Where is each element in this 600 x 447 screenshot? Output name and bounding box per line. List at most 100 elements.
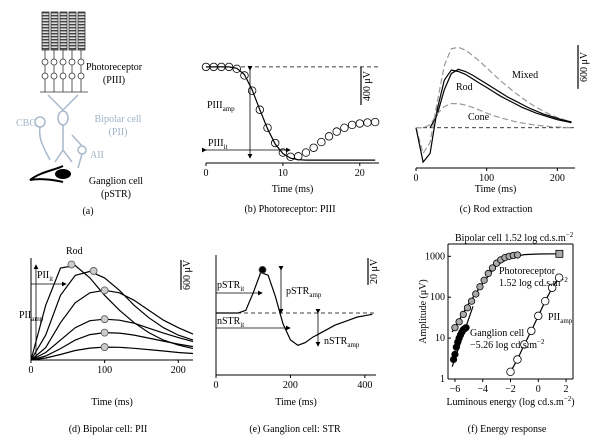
point (347, 120, 357, 130)
point (332, 127, 341, 136)
series-label: Mixed (512, 70, 538, 81)
text-part: PII (548, 312, 560, 323)
x-tick-label: 100 (97, 365, 112, 376)
scale-bar-label: 20 μV (369, 258, 380, 284)
diagram-label: (PIII) (103, 75, 125, 86)
series-line (30, 318, 194, 361)
text-sub: amp (560, 317, 573, 325)
series-line (30, 289, 194, 361)
text-sub: amp (309, 291, 322, 299)
y-axis-label: Amplitude (μV) (418, 279, 429, 344)
text-part: PII (19, 310, 31, 321)
point (472, 290, 480, 298)
annotation: 1.52 log cd.s.m−2 (499, 276, 568, 289)
annotation: −5.26 log cd.s.m−2 (470, 338, 545, 351)
x-tick-label: 0 (536, 384, 541, 395)
annotation: PIIIit (208, 138, 228, 151)
diagram-label: CBC (16, 118, 36, 129)
x-tick-label: 200 (550, 173, 565, 184)
text-sup: −2 (566, 231, 574, 239)
x-tick-label: −2 (505, 384, 516, 395)
text-part: 1.52 log cd.s.m (499, 278, 561, 289)
point (555, 249, 564, 258)
peak-marker (100, 343, 109, 351)
point (355, 119, 364, 128)
series-line (216, 271, 373, 346)
point (363, 118, 372, 127)
peak-marker (258, 265, 267, 274)
series-label: Rod (66, 246, 83, 257)
x-axis-label: Time (ms) (475, 184, 517, 195)
text-part: nSTR (217, 316, 241, 327)
point (463, 304, 472, 312)
annotation: PIIamp (548, 312, 573, 325)
point (520, 340, 529, 349)
text-sub: it (240, 321, 244, 329)
point (301, 148, 311, 157)
peak-marker (100, 315, 109, 324)
y-axis-label: Amplitude (μV) (418, 279, 429, 344)
x-axis-label: Luminous energy (log cd.s.m−2) (446, 395, 574, 408)
x-tick-label: 400 (357, 380, 372, 391)
text-part: Photoreceptor (499, 266, 556, 277)
series-label: Cone (468, 112, 490, 123)
x-tick-label: 2 (564, 384, 569, 395)
x-axis-label: Time (ms) (91, 397, 133, 408)
annotation: Ganglion cell (470, 328, 524, 339)
x-tick-label: −4 (477, 384, 488, 395)
peak-marker (100, 286, 109, 295)
x-axis-label: Time (ms) (475, 184, 517, 195)
annotation: nSTRit (217, 316, 244, 329)
annotation: pSTRamp (286, 286, 322, 299)
annotation: nSTRit (217, 316, 244, 329)
annotation: nSTRamp (324, 336, 360, 349)
annotation: PIIit (37, 270, 53, 283)
scale-bar-label: 600 μV (579, 51, 590, 82)
x-axis-label: Time (ms) (272, 184, 314, 195)
caption: (b) Photoreceptor: PIII (244, 204, 335, 215)
x-axis-label: Time (ms) (275, 397, 317, 408)
annotation: PIIIamp (207, 100, 235, 113)
text-part: Ganglion cell (470, 328, 524, 339)
point (324, 132, 334, 141)
point (541, 296, 550, 306)
series-line (206, 66, 376, 161)
text-part: pSTR (286, 286, 310, 297)
series-label: Rod (456, 82, 473, 93)
y-tick-label: 1 (440, 374, 445, 385)
caption: (d) Bipolar cell: PII (69, 424, 148, 435)
point (547, 283, 557, 292)
text-part: PIII (207, 100, 223, 111)
annotation: nSTRamp (324, 336, 360, 349)
text-part: Luminous energy (log cd.s.m (446, 397, 564, 408)
text-sub: it (240, 285, 244, 293)
x-tick-label: 20 (355, 168, 365, 179)
text-part: Bipolar cell 1.52 log cd.s.m (455, 233, 566, 244)
annotation: Bipolar cell 1.52 log cd.s.m−2 (455, 231, 574, 244)
x-axis-label: Time (ms) (275, 397, 317, 408)
x-tick-label: −6 (450, 384, 461, 395)
point (317, 137, 326, 147)
text-sub: amp (223, 105, 236, 113)
point (527, 326, 536, 336)
point (451, 324, 459, 332)
caption: (b) Photoreceptor: PIII (244, 204, 335, 215)
y-tick-label: 10 (435, 333, 445, 344)
diagram-label: Photoreceptor (86, 62, 143, 73)
photoreceptors (40, 11, 88, 93)
annotation: pSTRamp (286, 286, 322, 299)
series-line (30, 270, 194, 361)
x-tick-label: 0 (214, 380, 219, 391)
y-tick-label: 100 (430, 292, 445, 303)
annotation: PIIamp (19, 310, 44, 323)
text-part: nSTR (324, 336, 348, 347)
annotation: Ganglion cell−5.26 log cd.s.m−2 (470, 328, 545, 351)
series-line (30, 264, 194, 361)
caption: (e) Ganglion cell: STR (249, 424, 341, 435)
y-tick-label: 1000 (425, 251, 445, 262)
annotation: Bipolar cell 1.52 log cd.s.m−2 (455, 231, 574, 244)
caption: (a) (82, 206, 93, 217)
text-sub: amp (31, 315, 44, 323)
text-part: pSTR (217, 280, 241, 291)
